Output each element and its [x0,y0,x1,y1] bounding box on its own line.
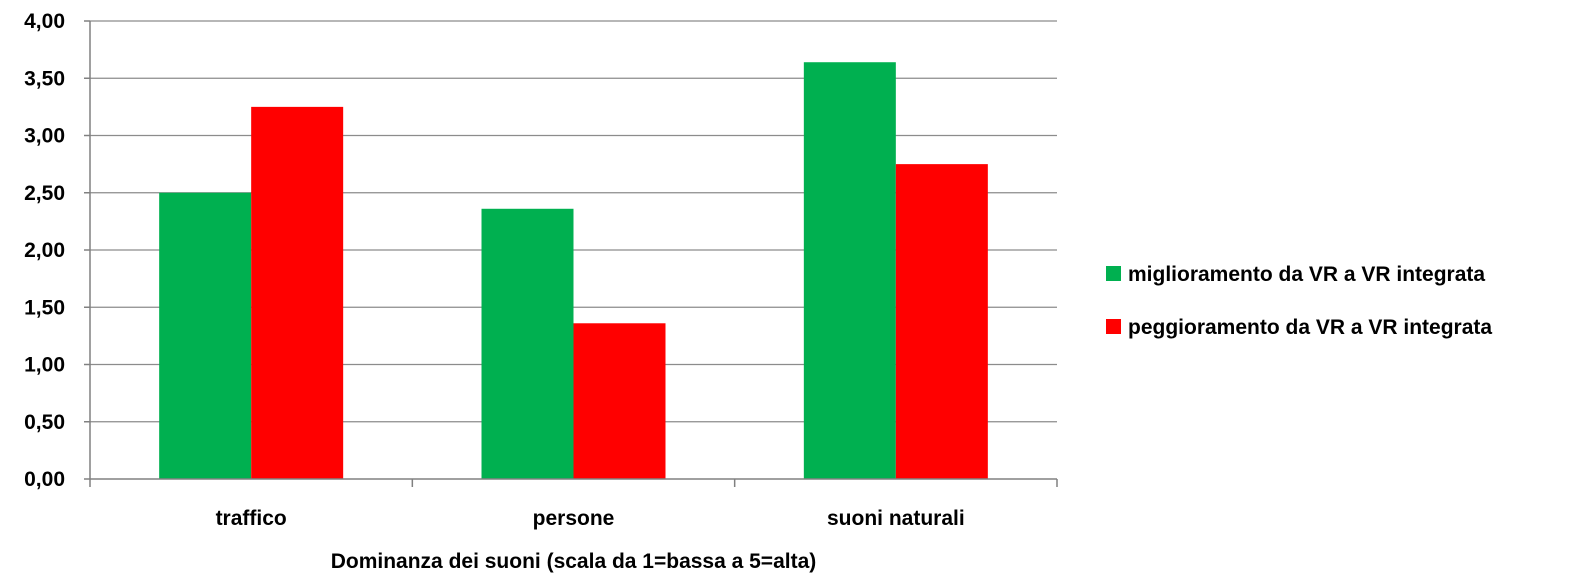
y-tick-label: 2,00 [24,239,65,262]
bars [159,62,988,479]
x-tick-label: suoni naturali [827,507,965,530]
y-tick-label: 3,00 [24,125,65,148]
legend-label-peggioramento: peggioramento da VR a VR integrata [1128,316,1492,339]
y-tick-label: 0,50 [24,411,65,434]
bar [251,106,344,479]
y-tick-label: 1,00 [24,354,65,377]
legend-swatch-miglioramento [1106,266,1121,281]
bar [573,323,666,479]
x-tick-labels: traffico persone suoni naturali [89,479,1058,530]
x-axis-title: Dominanza dei suoni (scala da 1=bassa a … [331,550,817,573]
legend-label-miglioramento: miglioramento da VR a VR integrata [1128,263,1485,286]
x-tick-label: traffico [216,507,287,530]
bar [895,164,988,479]
bar [803,62,896,479]
legend: miglioramento da VR a VR integrata peggi… [1106,263,1492,339]
x-tick-label: persone [533,507,615,530]
legend-swatch-peggioramento [1106,319,1121,334]
y-tick-labels: 0,00 0,50 1,00 1,50 2,00 2,50 3,00 3,50 4,00 [24,10,90,491]
y-tick-label: 1,50 [24,296,65,319]
y-tick-label: 3,50 [24,67,65,90]
y-tick-label: 2,50 [24,182,65,205]
bar [481,208,574,479]
y-tick-label: 4,00 [24,10,65,33]
y-tick-label: 0,00 [24,468,65,491]
bar [159,192,252,479]
